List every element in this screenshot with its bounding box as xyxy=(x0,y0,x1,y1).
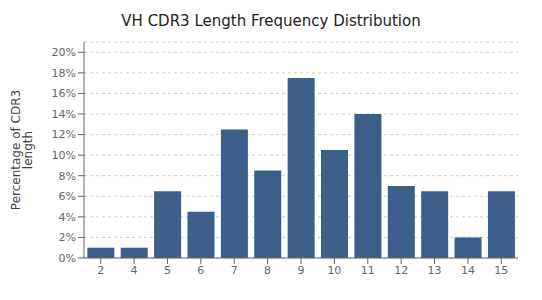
svg-text:4: 4 xyxy=(131,264,138,277)
svg-text:15: 15 xyxy=(494,264,508,277)
svg-text:10%: 10% xyxy=(52,149,76,162)
svg-text:6%: 6% xyxy=(59,190,76,203)
svg-text:8%: 8% xyxy=(59,170,76,183)
svg-text:Percentage of CDR3length: Percentage of CDR3length xyxy=(9,90,35,210)
svg-text:14%: 14% xyxy=(52,108,76,121)
svg-text:6: 6 xyxy=(197,264,204,277)
svg-text:2%: 2% xyxy=(59,231,76,244)
svg-text:2: 2 xyxy=(97,264,104,277)
svg-text:13: 13 xyxy=(428,264,442,277)
svg-text:4%: 4% xyxy=(59,211,76,224)
svg-text:12%: 12% xyxy=(52,128,76,141)
svg-text:18%: 18% xyxy=(52,67,76,80)
svg-text:16%: 16% xyxy=(52,87,76,100)
svg-text:9: 9 xyxy=(298,264,305,277)
svg-text:20%: 20% xyxy=(52,46,76,59)
svg-text:11: 11 xyxy=(361,264,375,277)
svg-text:7: 7 xyxy=(231,264,238,277)
svg-text:0%: 0% xyxy=(59,252,76,265)
svg-text:10: 10 xyxy=(327,264,341,277)
svg-text:5: 5 xyxy=(164,264,171,277)
svg-text:12: 12 xyxy=(394,264,408,277)
svg-text:14: 14 xyxy=(461,264,475,277)
svg-text:8: 8 xyxy=(264,264,271,277)
html-text:VH CDR3 Length Frequency Distr: VH CDR3 Length Frequency Distribution xyxy=(121,12,421,30)
